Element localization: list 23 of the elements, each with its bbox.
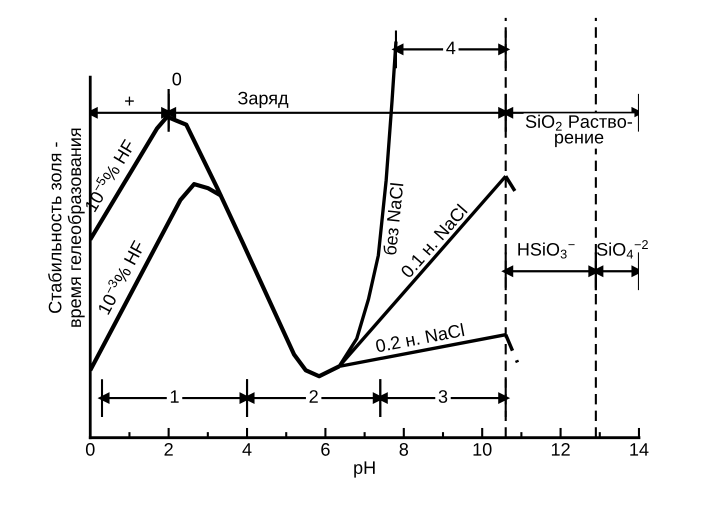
x-tick-label: 10 [474, 443, 492, 456]
series-label: 0 [172, 72, 182, 86]
series-label: 4 [446, 42, 456, 54]
text: без NaCl [382, 183, 404, 255]
series-label: SiO$_{2}$ Раство- рение [526, 114, 632, 148]
series-label: 1 [170, 390, 179, 403]
series-label: Заряд [238, 92, 288, 108]
series-label: HSiO$_{3}$$^{−}$ [518, 242, 575, 259]
x-tick-label: 8 [400, 443, 408, 456]
x-tick-label: 2 [164, 443, 173, 456]
x-axis-title: pH [354, 461, 375, 478]
series-label: 2 [310, 390, 318, 403]
y-axis-title: Стабильность золя - время гелеобразования [48, 128, 85, 327]
text: 0.2 н. NaCl [375, 323, 464, 353]
text: 10$^{−3}$% HF [94, 238, 146, 315]
x-tick-label: 14 [630, 443, 648, 456]
x-tick-label: 12 [552, 443, 570, 456]
x-tick-label: 4 [242, 443, 252, 456]
x-tick-label: 6 [321, 443, 330, 456]
x-tick-label: 0 [86, 443, 95, 456]
legend-label: + [125, 96, 134, 106]
series-label: SiO$_{4}$$^{−2}$ [596, 240, 648, 258]
series-label: 3 [438, 390, 448, 403]
